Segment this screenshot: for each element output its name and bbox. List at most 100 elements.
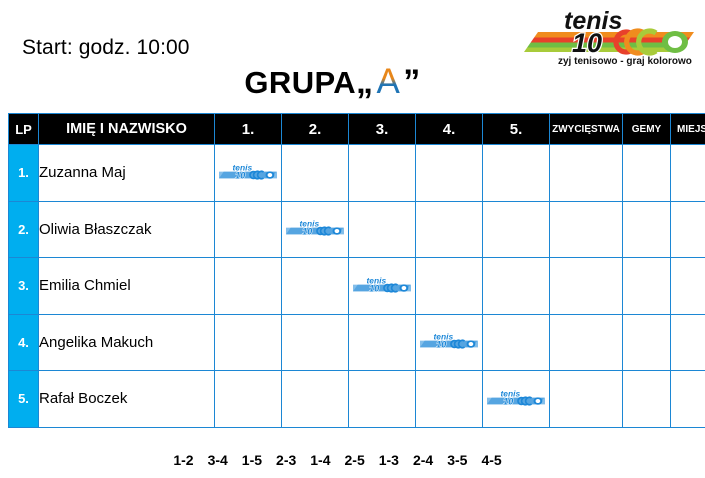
self-match-cell: tenis 10 <box>348 257 416 315</box>
miejsce-cell[interactable] <box>670 370 705 428</box>
score-cell[interactable] <box>214 370 282 428</box>
logo-word-tenis: tenis <box>564 7 622 35</box>
header-games: GEMY <box>622 113 671 145</box>
row-index-cell: 2. <box>8 200 39 258</box>
score-cell[interactable] <box>415 257 483 315</box>
svg-text:tenis: tenis <box>366 275 386 285</box>
page-title: GRUPA„A” <box>0 62 705 102</box>
score-cell[interactable] <box>482 144 550 202</box>
self-match-cell: tenis 10 <box>482 370 550 428</box>
svg-text:10: 10 <box>235 170 245 180</box>
score-cell[interactable] <box>281 144 349 202</box>
row-index-cell: 5. <box>8 370 39 428</box>
score-cell[interactable] <box>214 200 282 258</box>
miejsce-cell[interactable] <box>670 313 705 371</box>
gemy-cell[interactable] <box>622 313 671 371</box>
quote-open: „ <box>356 63 374 101</box>
gemy-cell[interactable] <box>622 257 671 315</box>
svg-text:tenis: tenis <box>433 332 453 342</box>
self-match-cell: tenis 10 <box>281 200 349 258</box>
zwyciestwa-cell[interactable] <box>549 370 623 428</box>
miejsce-cell[interactable] <box>670 200 705 258</box>
pairing-item: 3-5 <box>447 452 468 468</box>
score-cell[interactable] <box>281 370 349 428</box>
score-cell[interactable] <box>482 313 550 371</box>
svg-text:tenis: tenis <box>299 219 319 229</box>
player-name-cell: Emilia Chmiel <box>38 257 215 315</box>
header-place: MIEJSCE <box>670 113 705 145</box>
score-cell[interactable] <box>415 144 483 202</box>
svg-text:10: 10 <box>302 227 312 237</box>
score-cell[interactable] <box>281 257 349 315</box>
title-prefix: GRUPA <box>244 65 357 100</box>
score-cell[interactable] <box>482 200 550 258</box>
start-time-label: Start: godz. 10:00 <box>22 36 190 59</box>
gemy-cell[interactable] <box>622 144 671 202</box>
header-opp-2: 2. <box>281 113 349 145</box>
score-cell[interactable] <box>348 313 416 371</box>
table-row: 4. Angelika Makuch tenis 10 <box>8 313 705 371</box>
miejsce-cell[interactable] <box>670 257 705 315</box>
player-name-cell: Oliwia Błaszczak <box>38 200 215 258</box>
header-opp-4: 4. <box>415 113 483 145</box>
table-row: 1. Zuzanna Maj tenis 10 <box>8 144 705 202</box>
svg-text:tenis: tenis <box>500 388 520 398</box>
score-cell[interactable] <box>348 200 416 258</box>
player-name-cell: Zuzanna Maj <box>38 144 215 202</box>
header-opp-3: 3. <box>348 113 416 145</box>
score-cell[interactable] <box>482 257 550 315</box>
pairing-item: 3-4 <box>207 452 228 468</box>
gemy-cell[interactable] <box>622 370 671 428</box>
row-index-cell: 1. <box>8 144 39 202</box>
quote-close: ” <box>403 63 421 101</box>
miejsce-cell[interactable] <box>670 144 705 202</box>
self-match-cell: tenis 10 <box>214 144 282 202</box>
group-letter: A <box>373 62 403 101</box>
header-opp-5: 5. <box>482 113 550 145</box>
header-name: IMIĘ I NAZWISKO <box>38 113 215 145</box>
pairing-item: 1-4 <box>310 452 331 468</box>
match-pairings: 1-2 3-4 1-5 2-3 1-4 2-5 1-3 2-4 3-5 4-5 <box>0 452 705 468</box>
tenis10-logo: tenis 10 zyj tenisowo - graj kolorowo <box>524 4 696 68</box>
score-cell[interactable] <box>348 144 416 202</box>
player-name-cell: Rafał Boczek <box>38 370 215 428</box>
gemy-cell[interactable] <box>622 200 671 258</box>
svg-text:10: 10 <box>503 396 513 406</box>
zwyciestwa-cell[interactable] <box>549 313 623 371</box>
score-cell[interactable] <box>348 370 416 428</box>
score-cell[interactable] <box>415 370 483 428</box>
svg-text:10: 10 <box>436 340 446 350</box>
player-name-cell: Angelika Makuch <box>38 313 215 371</box>
pairing-item: 4-5 <box>481 452 502 468</box>
score-cell[interactable] <box>214 257 282 315</box>
pairing-item: 1-5 <box>241 452 263 468</box>
score-cell[interactable] <box>415 200 483 258</box>
table-header-row: LP IMIĘ I NAZWISKO 1. 2. 3. 4. 5. ZWYCIĘ… <box>8 113 705 145</box>
logo-tagline: zyj tenisowo - graj kolorowo <box>558 56 692 67</box>
group-results-table: LP IMIĘ I NAZWISKO 1. 2. 3. 4. 5. ZWYCIĘ… <box>8 113 705 428</box>
pairing-item: 1-3 <box>378 452 399 468</box>
score-cell[interactable] <box>214 313 282 371</box>
zwyciestwa-cell[interactable] <box>549 257 623 315</box>
table-row: 5. Rafał Boczek tenis 10 <box>8 370 705 428</box>
pairing-item: 1-2 <box>173 452 194 468</box>
score-cell[interactable] <box>281 313 349 371</box>
table-row: 2. Oliwia Błaszczak tenis 10 <box>8 200 705 258</box>
zwyciestwa-cell[interactable] <box>549 144 623 202</box>
zwyciestwa-cell[interactable] <box>549 200 623 258</box>
header-lp: LP <box>8 113 39 145</box>
pairing-item: 2-3 <box>276 452 297 468</box>
pairing-item: 2-5 <box>344 452 365 468</box>
svg-text:tenis: tenis <box>232 162 252 172</box>
self-match-cell: tenis 10 <box>415 313 483 371</box>
table-row: 3. Emilia Chmiel tenis 10 <box>8 257 705 315</box>
logo-word-10: 10 <box>572 28 602 58</box>
row-index-cell: 4. <box>8 313 39 371</box>
header-opp-1: 1. <box>214 113 282 145</box>
svg-text:10: 10 <box>369 283 379 293</box>
